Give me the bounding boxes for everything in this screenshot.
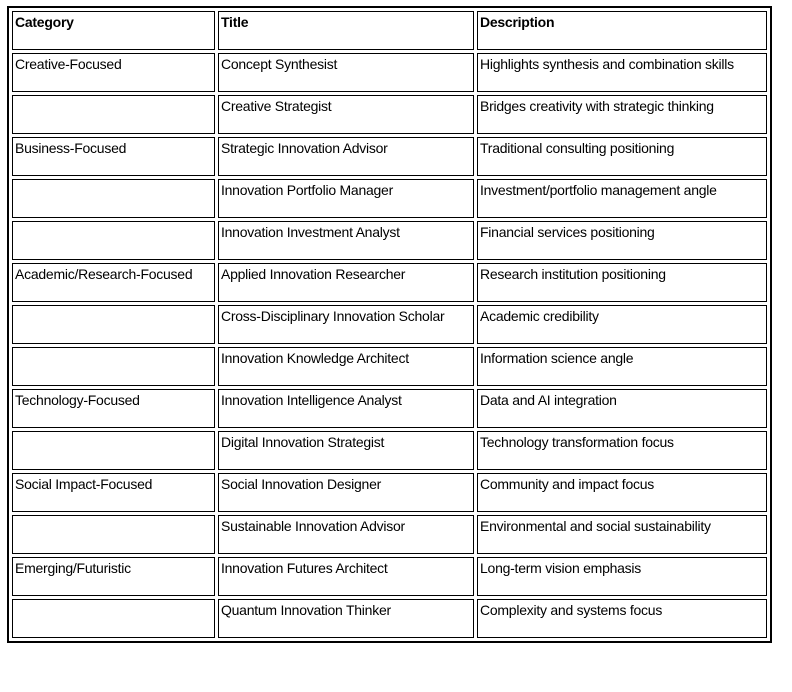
cell-category — [12, 221, 215, 260]
cell-title: Innovation Investment Analyst — [218, 221, 474, 260]
table-row: Creative Strategist Bridges creativity w… — [12, 95, 767, 134]
cell-title: Innovation Intelligence Analyst — [218, 389, 474, 428]
cell-description: Information science angle — [477, 347, 767, 386]
cell-description: Investment/portfolio management angle — [477, 179, 767, 218]
table-row: Quantum Innovation Thinker Complexity an… — [12, 599, 767, 638]
cell-title: Innovation Futures Architect — [218, 557, 474, 596]
cell-title: Quantum Innovation Thinker — [218, 599, 474, 638]
cell-title: Innovation Knowledge Architect — [218, 347, 474, 386]
cell-description: Financial services positioning — [477, 221, 767, 260]
cell-title: Sustainable Innovation Advisor — [218, 515, 474, 554]
cell-category — [12, 599, 215, 638]
cell-description: Academic credibility — [477, 305, 767, 344]
cell-title: Creative Strategist — [218, 95, 474, 134]
cell-category: Business-Focused — [12, 137, 215, 176]
cell-title: Social Innovation Designer — [218, 473, 474, 512]
table-row: Sustainable Innovation Advisor Environme… — [12, 515, 767, 554]
cell-category — [12, 179, 215, 218]
table-row: Emerging/Futuristic Innovation Futures A… — [12, 557, 767, 596]
cell-title: Innovation Portfolio Manager — [218, 179, 474, 218]
cell-description: Long-term vision emphasis — [477, 557, 767, 596]
cell-title: Applied Innovation Researcher — [218, 263, 474, 302]
cell-category: Social Impact-Focused — [12, 473, 215, 512]
cell-description: Environmental and social sustainability — [477, 515, 767, 554]
cell-description: Highlights synthesis and combination ski… — [477, 53, 767, 92]
table-row: Social Impact-Focused Social Innovation … — [12, 473, 767, 512]
table-row: Academic/Research-Focused Applied Innova… — [12, 263, 767, 302]
table-row: Technology-Focused Innovation Intelligen… — [12, 389, 767, 428]
cell-description: Research institution positioning — [477, 263, 767, 302]
table-body: Creative-Focused Concept Synthesist High… — [12, 53, 767, 638]
cell-category — [12, 347, 215, 386]
table-row: Innovation Portfolio Manager Investment/… — [12, 179, 767, 218]
cell-category — [12, 305, 215, 344]
cell-category: Creative-Focused — [12, 53, 215, 92]
cell-description: Community and impact focus — [477, 473, 767, 512]
cell-title: Cross-Disciplinary Innovation Scholar — [218, 305, 474, 344]
cell-category — [12, 95, 215, 134]
cell-category: Technology-Focused — [12, 389, 215, 428]
column-header-title: Title — [218, 11, 474, 50]
cell-description: Complexity and systems focus — [477, 599, 767, 638]
cell-category: Academic/Research-Focused — [12, 263, 215, 302]
cell-category: Emerging/Futuristic — [12, 557, 215, 596]
cell-category — [12, 431, 215, 470]
table-header-row: Category Title Description — [12, 11, 767, 50]
table-row: Business-Focused Strategic Innovation Ad… — [12, 137, 767, 176]
table-row: Digital Innovation Strategist Technology… — [12, 431, 767, 470]
cell-description: Traditional consulting positioning — [477, 137, 767, 176]
cell-category — [12, 515, 215, 554]
cell-title: Strategic Innovation Advisor — [218, 137, 474, 176]
cell-title: Digital Innovation Strategist — [218, 431, 474, 470]
cell-description: Data and AI integration — [477, 389, 767, 428]
cell-description: Bridges creativity with strategic thinki… — [477, 95, 767, 134]
table-row: Innovation Investment Analyst Financial … — [12, 221, 767, 260]
cell-description: Technology transformation focus — [477, 431, 767, 470]
table-row: Innovation Knowledge Architect Informati… — [12, 347, 767, 386]
column-header-category: Category — [12, 11, 215, 50]
cell-title: Concept Synthesist — [218, 53, 474, 92]
roles-table: Category Title Description Creative-Focu… — [7, 6, 772, 643]
table-row: Creative-Focused Concept Synthesist High… — [12, 53, 767, 92]
column-header-description: Description — [477, 11, 767, 50]
table-row: Cross-Disciplinary Innovation Scholar Ac… — [12, 305, 767, 344]
